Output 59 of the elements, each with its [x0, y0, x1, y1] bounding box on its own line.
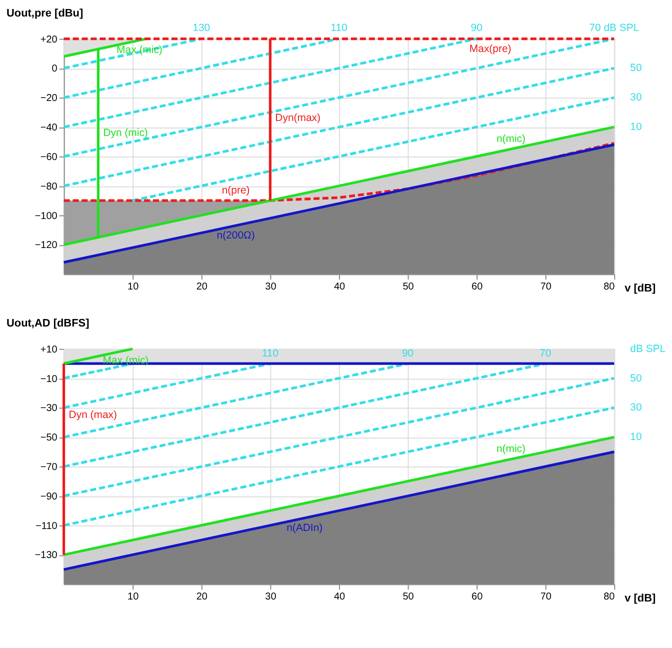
y-tick-label: −100 — [34, 210, 58, 222]
x-tick-label: 50 — [402, 282, 414, 293]
annotation: n(pre) — [222, 186, 250, 197]
annotation: 90 — [402, 348, 414, 360]
annotation: n(mic) — [496, 134, 526, 146]
annotation: 70 dB SPL — [589, 22, 640, 34]
annotation: 30 — [630, 402, 642, 414]
x-tick-label: 30 — [265, 592, 277, 603]
x-tick-label: 20 — [196, 282, 208, 293]
x-tick-label: 80 — [604, 282, 616, 293]
y-tick-label: −130 — [34, 550, 58, 562]
y-tick-label: −10 — [40, 374, 58, 385]
y-tick-label: −20 — [40, 93, 58, 104]
annotation: n(mic) — [496, 444, 526, 456]
annotation: n(200Ω) — [216, 230, 255, 242]
x-tick-label: 10 — [128, 282, 140, 293]
annotation: 130 — [192, 22, 210, 34]
x-tick-label: 60 — [472, 592, 484, 603]
annotation: 110 — [262, 348, 279, 360]
x-tick-label: 40 — [334, 592, 346, 603]
x-tick-label: 60 — [472, 282, 484, 293]
x-tick-label: 20 — [196, 592, 208, 603]
y-axis-title: Uout,AD [dBFS] — [6, 317, 90, 330]
x-axis-title: v [dB] — [624, 282, 656, 295]
annotation: 70 — [540, 348, 552, 360]
annotation: 10 — [630, 432, 642, 444]
annotation: Dyn (mic) — [103, 128, 148, 139]
annotation: 10 — [630, 122, 642, 134]
x-tick-label: 10 — [128, 592, 140, 603]
y-tick-label: −70 — [40, 462, 58, 474]
annotation: 50 — [630, 373, 642, 384]
x-tick-label: 70 — [540, 592, 552, 603]
y-tick-label: −50 — [40, 432, 58, 444]
y-tick-label: −80 — [40, 181, 58, 192]
annotation: 50 — [630, 63, 642, 74]
x-tick-label: 50 — [402, 592, 414, 603]
y-tick-label: +10 — [40, 344, 58, 356]
y-tick-label: +20 — [40, 34, 58, 46]
annotation: n(ADIn) — [286, 522, 323, 534]
y-tick-label: −40 — [40, 122, 58, 134]
x-tick-label: 80 — [604, 592, 616, 603]
y-tick-label: −90 — [40, 491, 58, 502]
x-tick-label: 30 — [265, 282, 277, 293]
y-tick-label: −60 — [40, 152, 58, 163]
y-tick-label: −120 — [34, 240, 58, 252]
x-axis-title: v [dB] — [624, 592, 656, 605]
y-tick-label: 0 — [52, 64, 58, 75]
y-tick-label: −30 — [40, 403, 58, 414]
y-axis-title: Uout,pre [dBu] — [6, 7, 84, 20]
annotation: Max(pre) — [469, 44, 512, 55]
annotation: Dyn(max) — [275, 113, 320, 124]
annotation: Dyn (max) — [68, 410, 117, 422]
annotation: dB SPL — [630, 344, 666, 355]
x-tick-label: 70 — [540, 282, 552, 293]
annotation: 90 — [470, 22, 483, 34]
annotation: 30 — [630, 92, 642, 104]
y-tick-label: −110 — [36, 520, 58, 532]
x-tick-label: 40 — [334, 282, 346, 293]
annotation: 110 — [330, 22, 348, 34]
